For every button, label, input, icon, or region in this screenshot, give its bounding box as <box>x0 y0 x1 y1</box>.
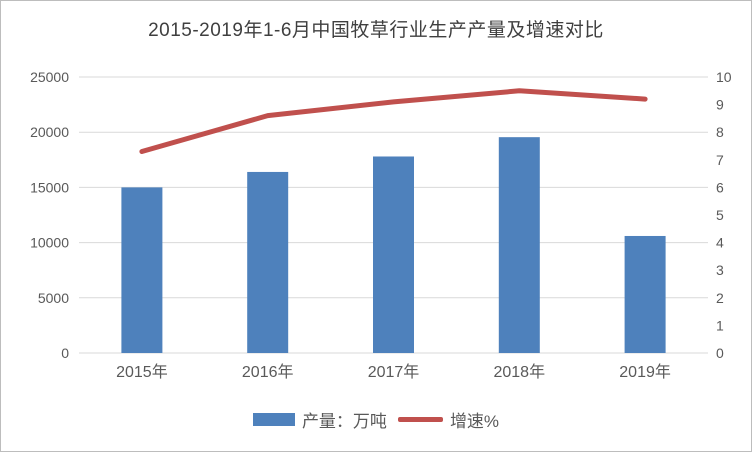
right-axis-tick-label: 1 <box>716 317 724 333</box>
bar-2017年 <box>373 156 414 353</box>
x-axis-category-label: 2016年 <box>242 363 294 381</box>
right-axis-tick-label: 4 <box>716 235 724 251</box>
left-axis-tick-label: 25000 <box>30 69 69 85</box>
legend-bar-swatch-icon <box>252 413 295 426</box>
legend-line-swatch-icon <box>397 417 443 422</box>
left-axis-tick-label: 20000 <box>30 124 69 140</box>
x-axis-category-label: 2017年 <box>368 363 420 381</box>
right-axis-tick-label: 8 <box>716 124 724 140</box>
left-axis-tick-label: 15000 <box>30 179 69 195</box>
growth-line <box>139 88 648 155</box>
left-axis-tick-label: 10000 <box>30 235 69 251</box>
legend-line-label: 增速% <box>449 412 500 431</box>
right-axis-tick-label: 2 <box>716 290 724 306</box>
right-axis-tick-label: 7 <box>716 152 724 168</box>
legend-bar-label: 产量：万吨 <box>301 412 387 431</box>
bar-2018年 <box>498 137 540 353</box>
x-axis-category-label: 2015年 <box>116 363 168 381</box>
chart-legend: 产量：万吨 增速% <box>1 407 751 432</box>
right-axis-tick-label: 6 <box>716 179 724 195</box>
chart-title: 2015-2019年1-6月中国牧草行业生产产量及增速对比 <box>148 20 604 41</box>
right-axis-tick-label: 10 <box>716 69 732 85</box>
bar-2016年 <box>247 171 289 353</box>
bar-2019年 <box>624 235 666 353</box>
right-axis-tick-label: 9 <box>716 97 724 113</box>
left-axis-tick-label: 5000 <box>38 290 69 306</box>
bar-2015年 <box>121 187 163 353</box>
x-axis-category-label: 2018年 <box>493 363 545 381</box>
right-axis-tick-label: 0 <box>716 345 724 361</box>
x-axis-category-label: 2019年 <box>619 363 671 381</box>
left-axis-tick-label: 0 <box>61 345 69 361</box>
right-axis-tick-label: 5 <box>716 207 724 223</box>
right-axis-tick-label: 3 <box>716 262 724 278</box>
